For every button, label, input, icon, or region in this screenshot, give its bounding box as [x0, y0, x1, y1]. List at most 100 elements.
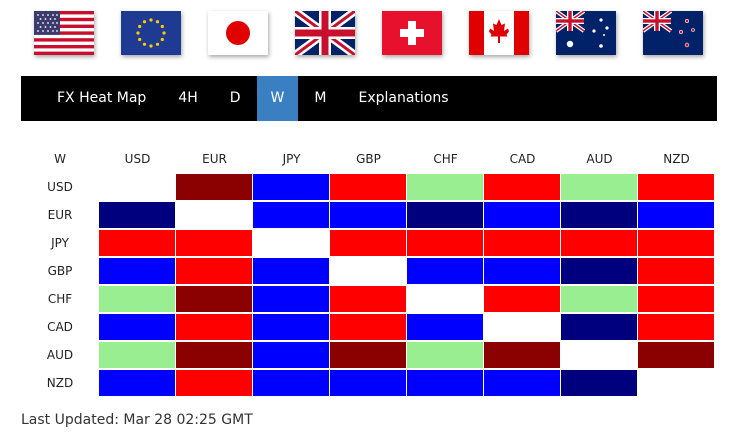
heat-cell-jpy-jpy	[253, 230, 329, 256]
heat-cell-cad-chf[interactable]	[407, 314, 483, 340]
heat-cell-aud-cad[interactable]	[484, 342, 560, 368]
heat-cell-nzd-nzd	[638, 370, 714, 396]
japan-flag-icon[interactable]	[208, 11, 272, 61]
heat-cell-nzd-usd[interactable]	[99, 370, 175, 396]
heat-cell-aud-gbp[interactable]	[330, 342, 406, 368]
heat-cell-nzd-eur[interactable]	[176, 370, 252, 396]
heat-cell-aud-aud	[561, 342, 637, 368]
heat-cell-nzd-aud[interactable]	[561, 370, 637, 396]
heat-cell-nzd-cad[interactable]	[484, 370, 560, 396]
heat-cell-gbp-gbp	[330, 258, 406, 284]
heat-cell-usd-jpy[interactable]	[253, 174, 329, 200]
nav-tab-d[interactable]: D	[229, 90, 241, 106]
heat-map-row-aud: AUD	[21, 341, 715, 369]
nav-fx-heat-map[interactable]: FX Heat Map	[57, 90, 147, 106]
heat-cell-jpy-eur[interactable]	[176, 230, 252, 256]
row-header-usd: USD	[47, 180, 73, 194]
heat-cell-aud-usd[interactable]	[99, 342, 175, 368]
heat-cell-eur-chf[interactable]	[407, 202, 483, 228]
heat-cell-eur-usd[interactable]	[99, 202, 175, 228]
heat-cell-chf-nzd[interactable]	[638, 286, 714, 312]
heat-cell-jpy-usd[interactable]	[99, 230, 175, 256]
column-header-aud: AUD	[586, 152, 613, 166]
heat-cell-jpy-aud[interactable]	[561, 230, 637, 256]
column-header-eur: EUR	[202, 152, 227, 166]
column-header-jpy: JPY	[282, 152, 301, 166]
row-header-eur: EUR	[47, 208, 73, 222]
swiss-flag-icon[interactable]	[382, 11, 446, 61]
heat-cell-jpy-nzd[interactable]	[638, 230, 714, 256]
canada-flag-icon[interactable]	[469, 11, 533, 61]
heat-cell-gbp-aud[interactable]	[561, 258, 637, 284]
column-header-row: W USD EUR JPY GBP CHF CAD AUD NZD	[21, 146, 715, 173]
heat-map-row-eur: EUR	[21, 201, 715, 229]
heat-cell-nzd-gbp[interactable]	[330, 370, 406, 396]
heat-cell-cad-usd[interactable]	[99, 314, 175, 340]
row-header-cad: CAD	[47, 320, 73, 334]
heat-map-row-usd: USD	[21, 173, 715, 201]
heat-cell-aud-eur[interactable]	[176, 342, 252, 368]
nav-tab-4h[interactable]: 4H	[178, 90, 198, 106]
heat-cell-chf-jpy[interactable]	[253, 286, 329, 312]
heat-map-row-cad: CAD	[21, 313, 715, 341]
heat-cell-cad-cad	[484, 314, 560, 340]
row-header-jpy: JPY	[51, 236, 69, 250]
heat-cell-usd-cad[interactable]	[484, 174, 560, 200]
heat-cell-gbp-eur[interactable]	[176, 258, 252, 284]
heat-cell-eur-nzd[interactable]	[638, 202, 714, 228]
heat-cell-usd-eur[interactable]	[176, 174, 252, 200]
heat-cell-aud-chf[interactable]	[407, 342, 483, 368]
heat-cell-gbp-cad[interactable]	[484, 258, 560, 284]
heat-cell-cad-gbp[interactable]	[330, 314, 406, 340]
heat-map-row-jpy: JPY	[21, 229, 715, 257]
heat-cell-jpy-chf[interactable]	[407, 230, 483, 256]
nav-tab-w[interactable]: W	[256, 76, 299, 121]
heat-cell-nzd-chf[interactable]	[407, 370, 483, 396]
eu-flag-icon[interactable]	[121, 11, 185, 61]
heat-cell-gbp-jpy[interactable]	[253, 258, 329, 284]
heat-map-row-chf: CHF	[21, 285, 715, 313]
heat-cell-usd-nzd[interactable]	[638, 174, 714, 200]
heat-cell-cad-jpy[interactable]	[253, 314, 329, 340]
heat-cell-aud-jpy[interactable]	[253, 342, 329, 368]
heat-cell-eur-cad[interactable]	[484, 202, 560, 228]
new-zealand-flag-icon[interactable]	[643, 11, 707, 61]
heat-cell-eur-aud[interactable]	[561, 202, 637, 228]
heat-cell-eur-eur	[176, 202, 252, 228]
column-header-usd: USD	[124, 152, 151, 166]
nav-tab-m[interactable]: M	[314, 90, 327, 106]
row-header-nzd: NZD	[46, 376, 74, 390]
heat-cell-gbp-chf[interactable]	[407, 258, 483, 284]
uk-flag-icon[interactable]	[295, 11, 359, 61]
heat-cell-nzd-jpy[interactable]	[253, 370, 329, 396]
nav-explanations[interactable]: Explanations	[358, 90, 449, 106]
heat-cell-eur-jpy[interactable]	[253, 202, 329, 228]
column-header-cad: CAD	[509, 152, 536, 166]
heat-cell-chf-chf	[407, 286, 483, 312]
heat-cell-aud-nzd[interactable]	[638, 342, 714, 368]
heat-cell-usd-gbp[interactable]	[330, 174, 406, 200]
heat-cell-eur-gbp[interactable]	[330, 202, 406, 228]
column-header-nzd: NZD	[663, 152, 690, 166]
heat-cell-chf-cad[interactable]	[484, 286, 560, 312]
row-header-aud: AUD	[46, 348, 74, 362]
heat-map-row-gbp: GBP	[21, 257, 715, 285]
heat-cell-gbp-nzd[interactable]	[638, 258, 714, 284]
heat-cell-chf-eur[interactable]	[176, 286, 252, 312]
australia-flag-icon[interactable]	[556, 11, 620, 61]
row-header-chf: CHF	[47, 292, 73, 306]
row-header-gbp: GBP	[47, 264, 73, 278]
heat-cell-cad-nzd[interactable]	[638, 314, 714, 340]
heat-cell-usd-aud[interactable]	[561, 174, 637, 200]
heat-cell-chf-gbp[interactable]	[330, 286, 406, 312]
fx-heat-map-grid: W USD EUR JPY GBP CHF CAD AUD NZD USD EUR JPY GBP C…	[21, 146, 715, 397]
heat-cell-usd-chf[interactable]	[407, 174, 483, 200]
heat-cell-jpy-cad[interactable]	[484, 230, 560, 256]
us-flag-icon[interactable]	[34, 11, 98, 61]
heat-cell-cad-aud[interactable]	[561, 314, 637, 340]
heat-cell-gbp-usd[interactable]	[99, 258, 175, 284]
heat-cell-chf-aud[interactable]	[561, 286, 637, 312]
heat-cell-chf-usd[interactable]	[99, 286, 175, 312]
heat-cell-cad-eur[interactable]	[176, 314, 252, 340]
heat-cell-jpy-gbp[interactable]	[330, 230, 406, 256]
